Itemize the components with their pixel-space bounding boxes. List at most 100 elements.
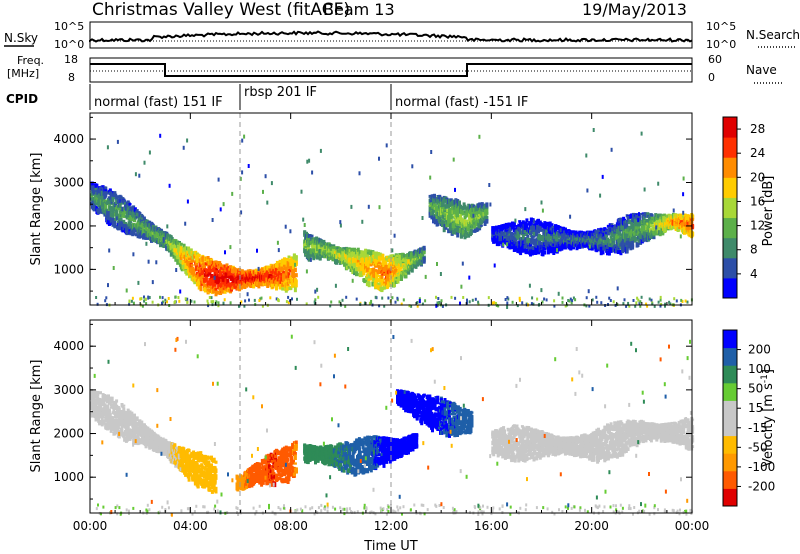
data-cell bbox=[422, 247, 426, 253]
data-cell bbox=[529, 228, 533, 232]
data-cell bbox=[111, 217, 115, 221]
data-cell bbox=[114, 193, 118, 198]
data-cell bbox=[249, 282, 253, 288]
data-cell bbox=[563, 243, 567, 250]
data-cell bbox=[116, 216, 119, 220]
data-cell bbox=[304, 243, 308, 248]
data-cell bbox=[312, 248, 316, 253]
cpid-segment-1: normal (fast) 151 IF bbox=[94, 95, 223, 110]
data-cell bbox=[453, 199, 457, 205]
data-cell bbox=[412, 259, 416, 266]
data-cell bbox=[623, 246, 626, 252]
data-cell bbox=[636, 243, 640, 247]
data-cell bbox=[199, 285, 203, 292]
data-cell bbox=[235, 268, 239, 274]
data-cell bbox=[206, 273, 210, 277]
data-cell bbox=[138, 233, 142, 239]
data-cell bbox=[392, 276, 396, 283]
data-cell bbox=[292, 256, 296, 260]
data-cell bbox=[224, 283, 228, 286]
data-cell bbox=[188, 275, 192, 278]
data-cell bbox=[378, 275, 382, 279]
data-cell bbox=[581, 242, 585, 247]
data-cell bbox=[563, 239, 566, 244]
data-cell bbox=[504, 226, 508, 232]
data-cell bbox=[372, 270, 376, 273]
data-cell bbox=[394, 268, 398, 275]
data-cell bbox=[404, 272, 408, 279]
data-cell bbox=[283, 270, 286, 273]
data-cell bbox=[181, 262, 185, 268]
data-cell bbox=[265, 277, 269, 282]
data-cell bbox=[365, 280, 369, 287]
data-cell bbox=[446, 210, 450, 216]
data-cell bbox=[150, 222, 154, 225]
data-cell bbox=[551, 245, 555, 250]
data-cell bbox=[261, 281, 265, 284]
data-cell bbox=[550, 236, 554, 242]
data-cell bbox=[396, 257, 400, 262]
data-cell bbox=[209, 267, 213, 271]
data-cell bbox=[387, 258, 391, 262]
data-cell bbox=[290, 279, 294, 282]
data-cell bbox=[456, 212, 460, 217]
data-cell bbox=[386, 276, 389, 282]
data-cell bbox=[294, 255, 298, 261]
data-cell bbox=[469, 221, 472, 228]
data-cell bbox=[485, 212, 489, 215]
data-cell bbox=[626, 215, 630, 218]
data-cell bbox=[222, 273, 226, 277]
data-cell bbox=[630, 233, 634, 239]
data-cell bbox=[554, 224, 558, 229]
data-cell bbox=[208, 285, 212, 289]
data-cell bbox=[218, 265, 222, 269]
data-cell bbox=[405, 269, 409, 274]
data-cell bbox=[657, 217, 661, 221]
data-cell bbox=[438, 217, 442, 220]
data-cell bbox=[400, 265, 403, 269]
data-cell bbox=[625, 247, 629, 254]
data-cell bbox=[194, 251, 198, 256]
data-cell bbox=[195, 273, 199, 278]
data-cell bbox=[467, 222, 471, 228]
data-cell bbox=[599, 243, 603, 248]
data-cell bbox=[103, 213, 107, 217]
data-cell bbox=[505, 236, 509, 241]
data-cell bbox=[275, 267, 278, 272]
data-cell bbox=[637, 226, 641, 231]
data-cell bbox=[640, 222, 644, 227]
data-cell bbox=[178, 257, 182, 263]
power-data-layer bbox=[90, 128, 695, 309]
data-cell bbox=[407, 259, 411, 265]
data-cell bbox=[395, 277, 399, 279]
data-cell bbox=[508, 233, 512, 238]
data-cell bbox=[275, 285, 278, 288]
data-cell bbox=[485, 208, 489, 215]
data-cell bbox=[119, 195, 123, 200]
data-cell bbox=[547, 225, 551, 231]
data-cell bbox=[479, 202, 482, 207]
data-cell bbox=[626, 218, 630, 222]
data-cell bbox=[159, 241, 162, 246]
data-cell bbox=[390, 277, 394, 282]
data-cell bbox=[578, 243, 582, 249]
data-cell bbox=[522, 247, 526, 253]
data-cell bbox=[239, 279, 242, 284]
data-cell bbox=[158, 235, 162, 238]
data-cell bbox=[462, 230, 466, 236]
data-cell bbox=[485, 202, 489, 208]
data-cell bbox=[430, 203, 434, 206]
data-cell bbox=[268, 278, 272, 281]
data-cell bbox=[128, 226, 132, 232]
data-cell bbox=[229, 282, 233, 285]
data-cell bbox=[441, 211, 445, 216]
data-cell bbox=[462, 218, 466, 225]
data-cell bbox=[311, 244, 315, 250]
data-cell bbox=[554, 242, 557, 248]
data-cell bbox=[479, 224, 483, 227]
data-cell bbox=[495, 240, 499, 247]
data-cell bbox=[293, 286, 297, 293]
data-cell bbox=[459, 208, 463, 213]
data-cell bbox=[181, 259, 185, 264]
data-cell bbox=[345, 260, 349, 266]
